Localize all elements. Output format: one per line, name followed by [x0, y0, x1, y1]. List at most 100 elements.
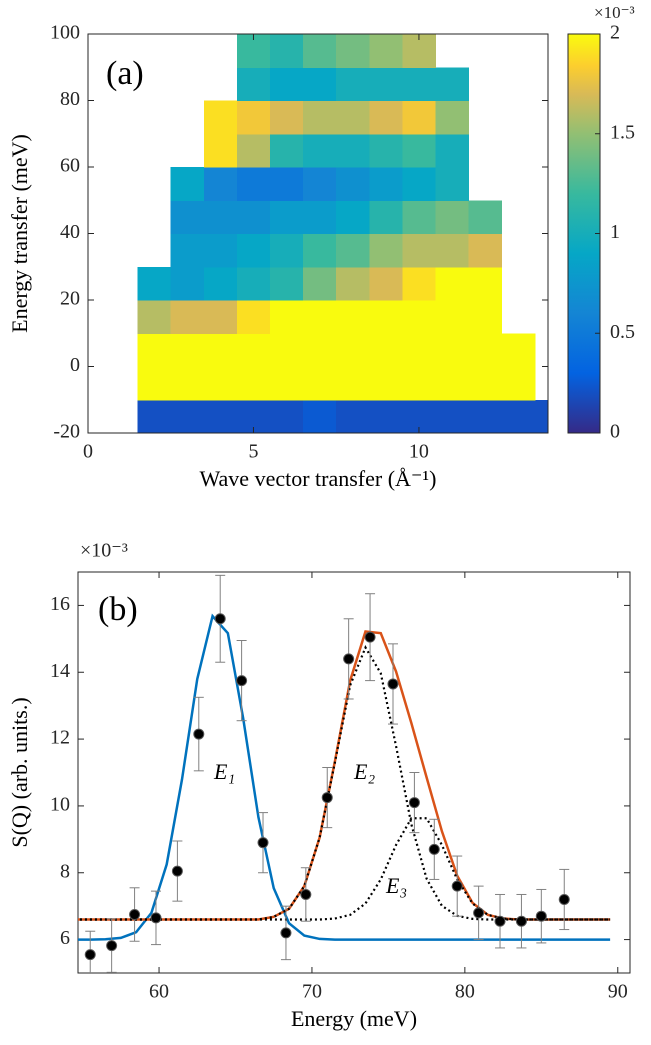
- heatmap-cell: [203, 133, 238, 168]
- heatmap-cell: [369, 366, 403, 401]
- panel-label: (a): [106, 55, 144, 92]
- heatmap-cell: [303, 67, 337, 101]
- data-point: [214, 613, 226, 625]
- heatmap-cell: [270, 34, 304, 68]
- heatmap-cell: [236, 133, 271, 168]
- heatmap-cell: [402, 333, 436, 367]
- heatmap-cell: [203, 233, 238, 268]
- y-tick-label: 14: [50, 660, 70, 682]
- heatmap-cell: [468, 366, 503, 401]
- x-tick-label: 70: [302, 981, 322, 1003]
- y-axis-label: Energy transfer (meV): [7, 134, 32, 333]
- heatmap-cells: [137, 34, 548, 433]
- heatmap-cell: [336, 300, 370, 334]
- heatmap-cell: [303, 200, 337, 234]
- y-tick-label: 100: [50, 22, 80, 44]
- heatmap-cell: [236, 366, 271, 401]
- heatmap-cell: [402, 266, 436, 301]
- data-point: [535, 910, 547, 922]
- heatmap-cell: [303, 34, 337, 68]
- data-point: [473, 907, 485, 919]
- heatmap-cell: [435, 100, 470, 135]
- heatmap-cell: [402, 67, 436, 101]
- data-point: [236, 675, 248, 687]
- exponent-label: ×10⁻³: [80, 540, 128, 562]
- heatmap-cell: [435, 366, 470, 401]
- plot-area: [78, 574, 611, 973]
- heatmap-cell: [534, 399, 548, 433]
- heatmap-cell: [402, 167, 436, 201]
- fit-curve: [78, 630, 611, 921]
- heatmap-cell: [369, 133, 403, 168]
- heatmap-cell: [270, 133, 304, 168]
- heatmap-cell: [468, 200, 503, 234]
- heatmap-cell: [170, 366, 205, 401]
- heatmap-cell: [468, 233, 503, 268]
- heatmap-cell: [336, 167, 370, 201]
- x-tick-label: 5: [248, 441, 258, 463]
- data-point: [84, 949, 96, 961]
- heatmap-cell: [435, 333, 470, 367]
- component-curve: [78, 645, 611, 921]
- heatmap-cell: [336, 200, 370, 234]
- heatmap-cell: [303, 167, 337, 201]
- heatmap-cell: [203, 399, 238, 433]
- heatmap-cell: [270, 366, 304, 401]
- heatmap-cell: [501, 366, 536, 401]
- data-point: [408, 797, 420, 809]
- heatmap-cell: [336, 366, 370, 401]
- y-tick-label: 16: [50, 593, 70, 615]
- heatmap-cell: [236, 300, 271, 334]
- heatmap-cell: [137, 333, 172, 367]
- data-point: [451, 880, 463, 892]
- heatmap-cell: [435, 233, 470, 268]
- heatmap-cell: [303, 100, 337, 135]
- data-point: [428, 843, 440, 855]
- heatmap-cell: [170, 167, 205, 201]
- colorbar-tick-label: 2: [610, 22, 620, 44]
- heatmap-cell: [468, 333, 503, 367]
- heatmap-cell: [501, 333, 536, 367]
- axes-box: [87, 33, 549, 434]
- data-point: [193, 728, 205, 740]
- data-point: [171, 865, 183, 877]
- heatmap-cell: [303, 333, 337, 367]
- x-axis-label: Energy (meV): [291, 1006, 417, 1031]
- data-point: [300, 888, 312, 900]
- data-point: [129, 909, 141, 921]
- heatmap-cell: [270, 333, 304, 367]
- y-tick-label: 0: [70, 354, 80, 376]
- y-tick-label: -20: [53, 421, 80, 443]
- heatmap-cell: [303, 366, 337, 401]
- data-point: [280, 927, 292, 939]
- x-tick-label: 0: [83, 441, 93, 463]
- heatmap-cell: [203, 366, 238, 401]
- y-tick-label: 80: [60, 88, 80, 110]
- heatmap-cell: [468, 399, 503, 433]
- heatmap-cell: [402, 233, 436, 268]
- heatmap-cell: [369, 233, 403, 268]
- data-point: [343, 653, 355, 665]
- heatmap-cell: [270, 300, 304, 334]
- heatmap-cell: [402, 366, 436, 401]
- heatmap-cell: [137, 366, 172, 401]
- heatmap-cell: [303, 233, 337, 268]
- colorbar-tick-label: 0: [610, 421, 620, 443]
- heatmap-cell: [336, 133, 370, 168]
- x-tick-label: 90: [608, 981, 628, 1003]
- heatmap-cell: [270, 233, 304, 268]
- y-axis-label: S(Q) (arb. units.): [7, 697, 32, 847]
- heatmap-cell: [303, 399, 337, 433]
- heatmap-cell: [170, 300, 205, 334]
- data-point: [321, 792, 333, 804]
- heatmap-cell: [236, 200, 271, 234]
- colorbar-tick-label: 1: [610, 221, 620, 243]
- panel-b: 60 70 80 90 6 8 10 12 14 16 Energy (meV) S(Q) (arb.…: [7, 540, 631, 1031]
- y-tick-label: 40: [60, 221, 80, 243]
- heatmap-cell: [369, 34, 403, 68]
- heatmap-cell: [137, 300, 172, 334]
- data-point: [257, 837, 269, 849]
- heatmap-cell: [203, 266, 238, 301]
